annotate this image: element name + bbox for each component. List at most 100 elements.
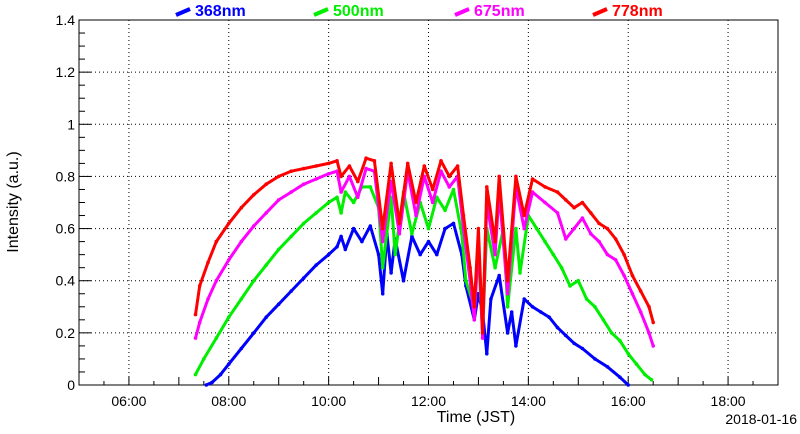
axes: 06:00 08:00 10:00 12:00 14:00 16:00 18:00 0 0.2 0… <box>56 12 779 409</box>
data-point <box>343 247 348 252</box>
data-point <box>439 159 443 163</box>
data-point <box>609 331 614 335</box>
data-point <box>593 357 597 361</box>
x-tick-label: 14:00 <box>511 393 546 409</box>
x-axis-title: Time (JST) <box>437 409 516 426</box>
data-point <box>314 263 319 267</box>
data-point <box>493 265 497 270</box>
data-point <box>564 198 568 202</box>
data-point <box>534 226 539 231</box>
data-point <box>505 292 510 296</box>
data-point <box>339 190 343 194</box>
data-point <box>239 239 244 244</box>
data-point <box>638 289 643 293</box>
data-point <box>264 182 269 186</box>
y-axis-title: Intensity (a.u.) <box>5 151 22 252</box>
data-point <box>518 271 522 275</box>
x-tick-label: 08:00 <box>211 393 246 409</box>
data-point <box>580 200 585 205</box>
plot-frame <box>78 19 779 386</box>
data-point <box>572 226 576 231</box>
data-point <box>651 320 655 325</box>
x-tick-label: 06:00 <box>111 393 146 409</box>
data-point <box>351 226 356 231</box>
data-point <box>218 372 223 377</box>
data-point <box>314 177 319 181</box>
data-point <box>605 365 610 369</box>
data-point <box>380 292 385 296</box>
data-point <box>347 164 352 168</box>
data-point <box>239 297 244 301</box>
data-point <box>397 221 402 226</box>
data-point <box>414 213 418 218</box>
data-point <box>401 278 406 283</box>
data-point <box>493 239 497 244</box>
data-point <box>289 190 294 194</box>
data-point <box>626 383 630 387</box>
data-point <box>422 164 427 168</box>
data-point <box>509 310 514 314</box>
y-tick-label: 0.8 <box>56 168 76 184</box>
data-point <box>505 331 510 335</box>
data-point <box>572 205 576 210</box>
data-point <box>301 182 306 186</box>
data-point <box>559 265 564 270</box>
data-point <box>380 239 385 244</box>
data-point <box>397 232 402 236</box>
data-point <box>356 179 360 184</box>
data-point <box>393 252 398 257</box>
data-point <box>193 372 198 377</box>
y-tick-label: 0 <box>67 377 75 393</box>
y-tick-label: 0.4 <box>56 273 76 289</box>
data-point <box>339 234 343 239</box>
data-point <box>202 357 206 361</box>
data-point <box>376 252 381 257</box>
data-point <box>497 273 502 278</box>
x-tick-label: 16:00 <box>611 393 646 409</box>
data-point <box>447 174 452 179</box>
data-point <box>476 226 481 231</box>
data-point <box>630 273 635 278</box>
data-point <box>618 375 622 380</box>
data-point <box>439 169 443 173</box>
data-point <box>634 362 639 366</box>
legend-label: 675nm <box>474 3 525 20</box>
legend-swatch <box>175 7 191 17</box>
data-point <box>301 166 306 171</box>
data-point <box>447 185 452 189</box>
data-point <box>468 265 472 270</box>
series-368nm <box>204 221 630 387</box>
data-point <box>326 252 331 257</box>
data-point <box>214 336 219 340</box>
data-point <box>626 351 630 356</box>
data-point <box>547 315 551 320</box>
data-point <box>514 174 518 179</box>
data-point <box>227 315 231 320</box>
x-tick-label: 10:00 <box>311 393 346 409</box>
data-point <box>472 318 477 322</box>
data-point <box>314 211 319 215</box>
data-point <box>276 247 281 252</box>
data-point <box>651 344 655 348</box>
data-point <box>480 331 485 335</box>
data-point <box>539 310 543 314</box>
data-point <box>389 271 393 275</box>
data-point <box>364 156 368 160</box>
data-point <box>522 297 526 301</box>
data-point <box>514 226 518 231</box>
data-point <box>314 164 319 168</box>
data-point <box>489 297 493 301</box>
data-point <box>197 284 202 288</box>
data-point <box>522 213 526 218</box>
data-point <box>493 252 497 257</box>
data-point <box>443 208 447 213</box>
series-778nm <box>193 156 655 335</box>
data-point <box>206 260 210 265</box>
data-point <box>380 226 385 231</box>
data-point <box>622 273 626 278</box>
data-point <box>543 200 547 205</box>
data-point <box>239 346 244 351</box>
data-point <box>522 226 526 231</box>
data-point <box>301 221 306 226</box>
